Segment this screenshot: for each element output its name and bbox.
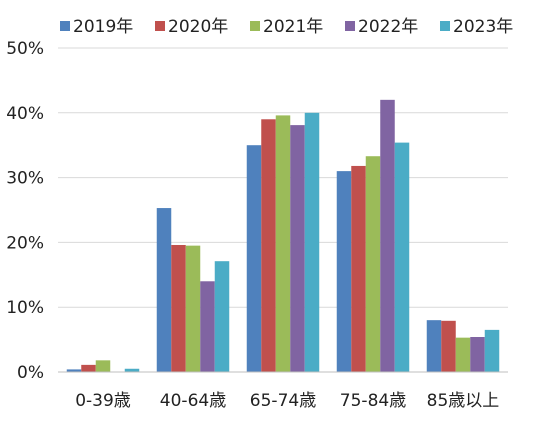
bar-2023年-65-74歳: [304, 112, 320, 373]
bar-2022年-85歳以上: [470, 337, 485, 372]
bar-2019年-75-84歳: [336, 171, 352, 372]
bar-2022年-75-84歳: [380, 99, 395, 372]
bar-2020年-75-84歳: [351, 165, 366, 372]
legend-swatch: [60, 21, 70, 31]
legend-swatch: [155, 21, 165, 31]
bar-2023年-40-64歳: [214, 261, 230, 372]
legend-swatch: [345, 21, 355, 31]
legend: 2019年 2020年 2021年 2022年 2023年: [60, 17, 513, 37]
x-tick-label: 85歳以上: [427, 391, 500, 411]
bar-2019年-85歳以上: [426, 320, 442, 372]
legend-label: 2023年: [453, 17, 513, 37]
legend-label: 2019年: [73, 17, 133, 37]
bar-2020年-0-39歳: [81, 364, 96, 372]
bar-2022年-40-64歳: [200, 281, 215, 372]
bar-2021年-75-84歳: [365, 156, 381, 372]
bar-2021年-0-39歳: [95, 360, 111, 372]
bar-2019年-65-74歳: [246, 145, 262, 372]
bars: [66, 99, 500, 373]
legend-label: 2020年: [168, 17, 228, 37]
y-axis-ticks: 0% 10% 20% 30% 40% 50%: [6, 39, 44, 383]
bar-2020年-65-74歳: [261, 119, 276, 372]
bar-2021年-65-74歳: [275, 115, 291, 372]
bar-2019年-40-64歳: [156, 208, 172, 372]
x-tick-label: 75-84歳: [340, 391, 406, 411]
legend-swatch: [250, 21, 260, 31]
x-tick-label: 65-74歳: [250, 391, 316, 411]
bar-2023年-75-84歳: [394, 142, 410, 372]
y-tick-label: 40%: [6, 104, 44, 124]
legend-label: 2022年: [358, 17, 418, 37]
bar-2020年-40-64歳: [171, 244, 186, 372]
x-tick-label: 40-64歳: [160, 391, 226, 411]
bar-2021年-85歳以上: [455, 337, 471, 372]
y-tick-label: 0%: [17, 363, 44, 383]
y-tick-label: 50%: [6, 39, 44, 59]
x-tick-label: 0-39歳: [75, 391, 131, 411]
x-axis-ticks: 0-39歳 40-64歳 65-74歳 75-84歳 85歳以上: [75, 391, 499, 411]
legend-swatch: [440, 21, 450, 31]
y-tick-label: 10%: [6, 298, 44, 318]
bar-2023年-0-39歳: [124, 368, 140, 372]
legend-label: 2021年: [263, 17, 323, 37]
bar-2019年-0-39歳: [66, 369, 82, 372]
bar-2020年-85歳以上: [441, 320, 456, 372]
bar-2021年-40-64歳: [185, 245, 201, 372]
y-tick-label: 30%: [6, 169, 44, 189]
bar-2022年-65-74歳: [290, 125, 305, 372]
y-tick-label: 20%: [6, 233, 44, 253]
bar-2023年-85歳以上: [484, 329, 500, 372]
